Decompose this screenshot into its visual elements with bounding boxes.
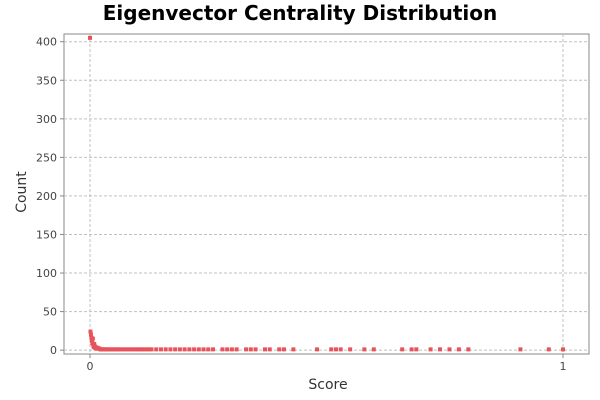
data-points (88, 35, 565, 352)
data-point (90, 336, 95, 341)
y-tick-label: 100 (36, 267, 57, 280)
data-point (210, 347, 215, 352)
plot-area (63, 33, 590, 355)
data-point (163, 347, 168, 352)
data-point (89, 338, 94, 343)
data-point (128, 347, 133, 352)
data-point (560, 347, 565, 352)
data-point (409, 347, 414, 352)
data-point (338, 347, 343, 352)
data-point (371, 347, 376, 352)
data-point (125, 347, 130, 352)
data-point (92, 341, 97, 346)
chart-title: Eigenvector Centrality Distribution (103, 1, 497, 25)
data-point (546, 347, 551, 352)
data-point (142, 347, 147, 352)
data-point (428, 347, 433, 352)
data-point (88, 35, 93, 40)
data-point (130, 347, 135, 352)
data-point (140, 347, 145, 352)
data-point (192, 347, 197, 352)
data-point (132, 347, 137, 352)
data-point (518, 347, 523, 352)
data-point (154, 347, 159, 352)
data-point (400, 347, 405, 352)
data-point (277, 347, 282, 352)
y-tick-label: 400 (36, 36, 57, 49)
data-point (123, 347, 128, 352)
data-point (229, 347, 234, 352)
data-point (248, 347, 253, 352)
data-point (118, 347, 123, 352)
data-point (88, 329, 93, 334)
data-point (244, 347, 249, 352)
grid-lines (64, 34, 589, 354)
x-tick-label: 0 (87, 360, 94, 373)
data-point (220, 347, 225, 352)
y-tick-label: 250 (36, 151, 57, 164)
data-point (414, 347, 419, 352)
x-axis-label: Score (308, 377, 347, 393)
data-point (121, 347, 126, 352)
data-point (135, 347, 140, 352)
data-point (196, 347, 201, 352)
data-point (168, 347, 173, 352)
y-axis-label: Count (14, 171, 30, 213)
x-tick-label: 1 (559, 360, 566, 373)
data-point (149, 347, 154, 352)
data-point (456, 347, 461, 352)
y-tick-label: 200 (36, 190, 57, 203)
data-point (315, 347, 320, 352)
data-point (116, 347, 121, 352)
data-point (158, 347, 163, 352)
data-point (201, 347, 206, 352)
data-point (333, 347, 338, 352)
data-point (267, 347, 272, 352)
data-point (348, 347, 353, 352)
data-point (329, 347, 334, 352)
data-point (144, 347, 149, 352)
data-point (137, 347, 142, 352)
y-tick-label: 50 (43, 306, 57, 319)
y-tick-label: 300 (36, 113, 57, 126)
data-point (291, 347, 296, 352)
data-point (281, 347, 286, 352)
data-point (147, 347, 152, 352)
data-point (182, 347, 187, 352)
data-point (206, 347, 211, 352)
axis-ticks: 0 50 100 150 200 250 300 350 400 0 1 (36, 36, 566, 373)
y-tick-label: 350 (36, 74, 57, 87)
y-tick-label: 0 (50, 344, 57, 357)
y-tick-label: 150 (36, 228, 57, 241)
data-point (234, 347, 239, 352)
data-point (263, 347, 268, 352)
data-point (187, 347, 192, 352)
data-point (177, 347, 182, 352)
data-point (88, 332, 93, 337)
data-point (362, 347, 367, 352)
data-point (253, 347, 258, 352)
data-point (438, 347, 443, 352)
data-point (225, 347, 230, 352)
data-point (173, 347, 178, 352)
data-point (466, 347, 471, 352)
data-point (447, 347, 452, 352)
